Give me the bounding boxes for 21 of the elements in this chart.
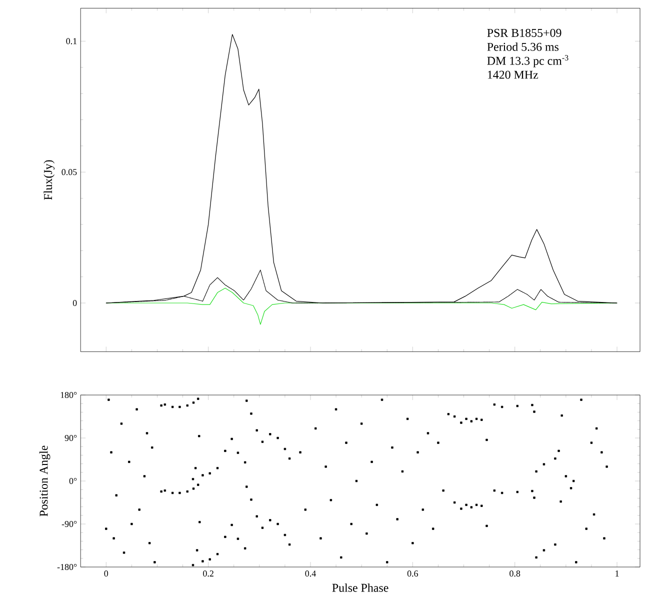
annotation: PSR B1855+09 (487, 28, 562, 37)
y-tick-label: 0.05 (62, 169, 77, 176)
y-tick-label: -180° (57, 564, 77, 570)
x-tick-label: 0.2 (203, 570, 214, 577)
annotation: DM 13.3 pc cm$^{-3}$ (487, 55, 568, 68)
y-tick-label: 0.1 (66, 38, 77, 44)
annotation: Period 5.36 ms (487, 42, 559, 51)
y-tick-label: -90° (62, 520, 77, 528)
x-tick-label: 1 (616, 570, 619, 576)
y-tick-label: 180° (60, 392, 77, 398)
x-axis-title: Pulse Phase (332, 583, 388, 592)
y-axis-title: Flux(Jy) (44, 160, 55, 200)
y-tick-label: 90° (64, 434, 77, 442)
x-tick-label: 0.6 (407, 570, 418, 577)
x-tick-label: 0.4 (305, 570, 316, 577)
x-tick-label: 0 (104, 570, 108, 577)
annotation: 1420 MHz (488, 70, 538, 79)
x-tick-label: 0.8 (510, 570, 520, 577)
y-axis-title: Position Angle (39, 446, 50, 516)
y-tick-label: 0 (72, 300, 77, 306)
y-tick-label: 0° (69, 478, 77, 484)
